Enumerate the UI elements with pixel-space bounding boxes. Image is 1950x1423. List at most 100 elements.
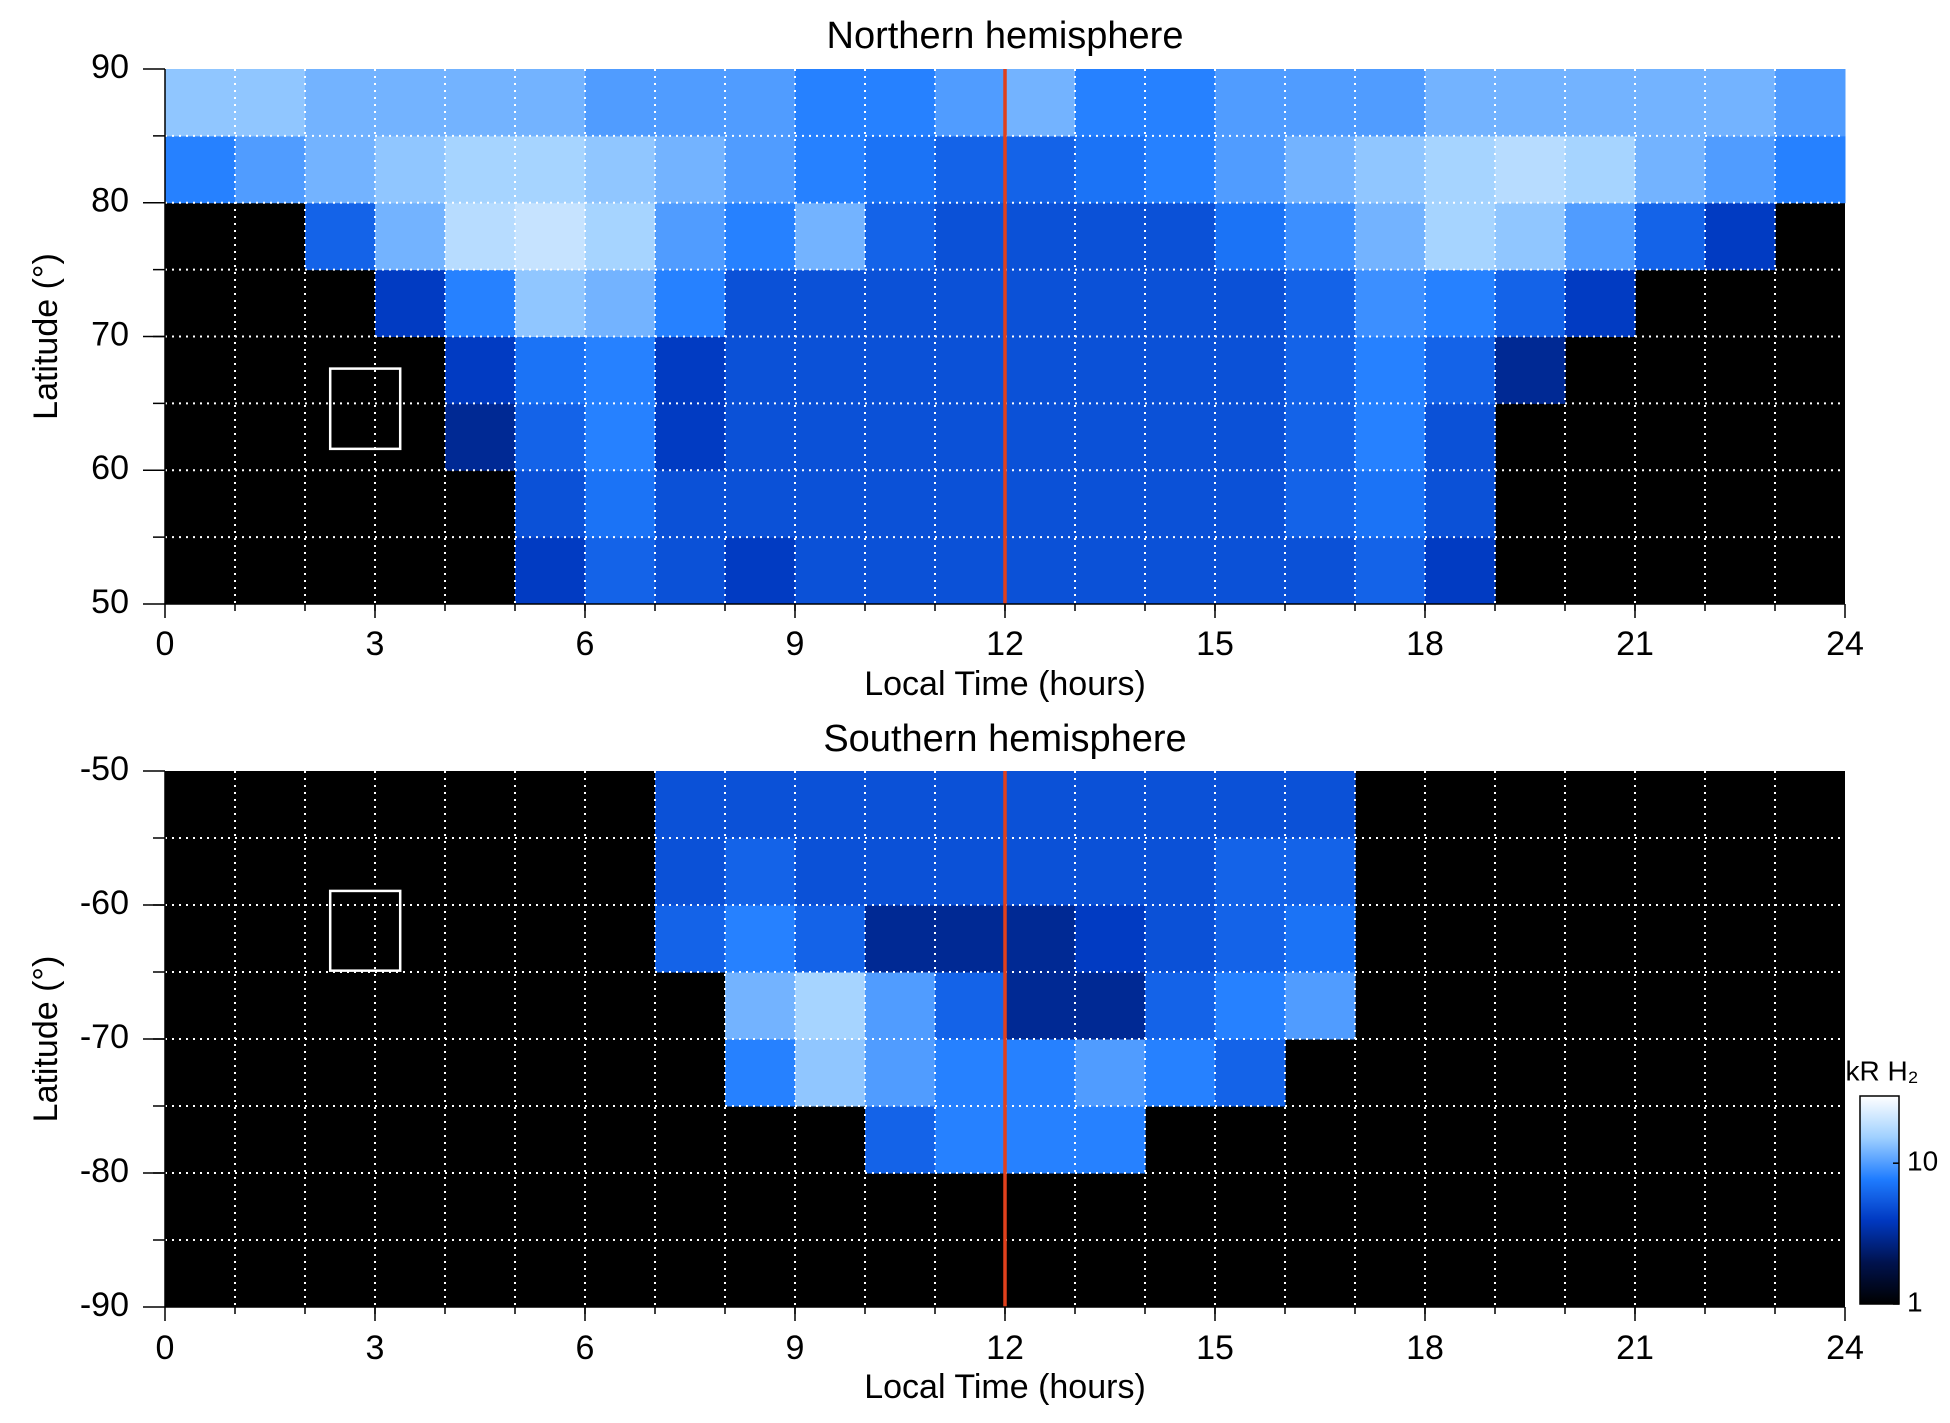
heatmap-cell bbox=[725, 269, 796, 337]
heatmap-cell bbox=[725, 771, 796, 839]
x-tick-label: 0 bbox=[156, 625, 175, 663]
x-tick-label: 18 bbox=[1406, 625, 1444, 663]
heatmap-cell bbox=[1145, 403, 1216, 471]
heatmap-cell bbox=[515, 269, 586, 337]
heatmap-cell bbox=[1145, 771, 1216, 839]
heatmap-cell bbox=[655, 537, 726, 605]
y-tick-label: 50 bbox=[91, 583, 129, 621]
heatmap-cell bbox=[1495, 336, 1566, 404]
heatmap-cell bbox=[445, 336, 516, 404]
heatmap-cell bbox=[935, 537, 1006, 605]
heatmap-cell bbox=[795, 537, 866, 605]
heatmap-cell bbox=[795, 336, 866, 404]
heatmap-cell bbox=[1005, 403, 1076, 471]
heatmap-cell bbox=[1145, 202, 1216, 271]
heatmap-cell bbox=[725, 336, 796, 404]
heatmap-cell bbox=[1495, 269, 1566, 337]
heatmap-cell bbox=[1355, 202, 1426, 271]
heatmap-cell bbox=[865, 135, 936, 204]
heatmap-cell bbox=[445, 202, 516, 271]
heatmap-cell bbox=[1425, 135, 1496, 204]
heatmap-cell bbox=[935, 69, 1006, 137]
heatmap-cell bbox=[1145, 905, 1216, 973]
heatmap-cell bbox=[655, 470, 726, 538]
heatmap-cell bbox=[935, 905, 1006, 973]
heatmap-cell bbox=[1005, 1039, 1076, 1107]
x-tick-label: 24 bbox=[1826, 1329, 1864, 1367]
heatmap-cell bbox=[935, 1039, 1006, 1107]
heatmap-cell bbox=[865, 403, 936, 471]
x-axis-label: Local Time (hours) bbox=[864, 1368, 1146, 1406]
heatmap-cell bbox=[1005, 269, 1076, 337]
heatmap-cell bbox=[1005, 135, 1076, 204]
heatmap-cell bbox=[655, 336, 726, 404]
heatmap-cell bbox=[865, 336, 936, 404]
x-axis-label: Local Time (hours) bbox=[864, 665, 1146, 703]
heatmap-cell bbox=[795, 403, 866, 471]
heatmap-cell bbox=[1285, 135, 1356, 204]
colorbar-tick-label: 1 bbox=[1907, 1286, 1923, 1317]
heatmap-cell bbox=[655, 69, 726, 137]
heatmap-cell bbox=[655, 771, 726, 839]
heatmap-cell bbox=[1355, 69, 1426, 137]
heatmap-cell bbox=[1705, 135, 1776, 204]
heatmap-cell bbox=[795, 838, 866, 906]
heatmap-cell bbox=[725, 202, 796, 271]
heatmap-cell bbox=[1145, 972, 1216, 1040]
colorbar-tick-label: 10 bbox=[1907, 1146, 1938, 1177]
heatmap-cell bbox=[375, 135, 446, 204]
heatmap-cell bbox=[1005, 771, 1076, 839]
heatmap-cell bbox=[515, 69, 586, 137]
y-tick-label: 90 bbox=[91, 48, 129, 86]
heatmap-cell bbox=[1285, 905, 1356, 973]
heatmap-cell bbox=[1425, 403, 1496, 471]
heatmap-cell bbox=[725, 1039, 796, 1107]
heatmap-cell bbox=[1215, 537, 1286, 605]
y-axis-label: Latitude (°) bbox=[27, 956, 65, 1123]
x-tick-label: 3 bbox=[366, 1329, 385, 1367]
heatmap-cell bbox=[1215, 69, 1286, 137]
heatmap-cell bbox=[1145, 537, 1216, 605]
region-box bbox=[328, 889, 402, 972]
heatmap-cell bbox=[375, 202, 446, 271]
heatmap-cell bbox=[1355, 336, 1426, 404]
heatmap-cell bbox=[375, 69, 446, 137]
heatmap-cell bbox=[585, 69, 656, 137]
heatmap-cell bbox=[1005, 537, 1076, 605]
heatmap-cell bbox=[445, 69, 516, 137]
heatmap-cell bbox=[375, 269, 446, 337]
heatmap-cell bbox=[725, 537, 796, 605]
heatmap-cell bbox=[585, 537, 656, 605]
heatmap-cell bbox=[1355, 470, 1426, 538]
heatmap-cell bbox=[935, 202, 1006, 271]
heatmap-cell bbox=[795, 972, 866, 1040]
x-tick-label: 15 bbox=[1196, 1329, 1234, 1367]
heatmap-cell bbox=[1075, 202, 1146, 271]
heatmap-cell bbox=[1215, 972, 1286, 1040]
heatmap-cell bbox=[1285, 202, 1356, 271]
heatmap-cell bbox=[1075, 470, 1146, 538]
heatmap-cell bbox=[795, 202, 866, 271]
x-tick-label: 6 bbox=[576, 1329, 595, 1367]
colorbar bbox=[1859, 1095, 1900, 1305]
x-tick-label: 15 bbox=[1196, 625, 1234, 663]
heatmap-cell bbox=[795, 269, 866, 337]
heatmap-cell bbox=[725, 838, 796, 906]
chart-title: Southern hemisphere bbox=[823, 718, 1186, 760]
heatmap-cell bbox=[725, 905, 796, 973]
heatmap-cell bbox=[1005, 202, 1076, 271]
heatmap-cell bbox=[655, 135, 726, 204]
heatmap-cell bbox=[1215, 1039, 1286, 1107]
heatmap-cell bbox=[1285, 972, 1356, 1040]
heatmap-cell bbox=[1285, 537, 1356, 605]
heatmap-cell bbox=[1005, 470, 1076, 538]
heatmap-cell bbox=[585, 336, 656, 404]
heatmap-cell bbox=[725, 403, 796, 471]
heatmap-cell bbox=[235, 69, 306, 137]
heatmap-cell bbox=[1355, 403, 1426, 471]
heatmap-cell bbox=[1215, 771, 1286, 839]
heatmap-cell bbox=[1285, 403, 1356, 471]
x-tick-label: 9 bbox=[786, 625, 805, 663]
heatmap-cell bbox=[1285, 771, 1356, 839]
